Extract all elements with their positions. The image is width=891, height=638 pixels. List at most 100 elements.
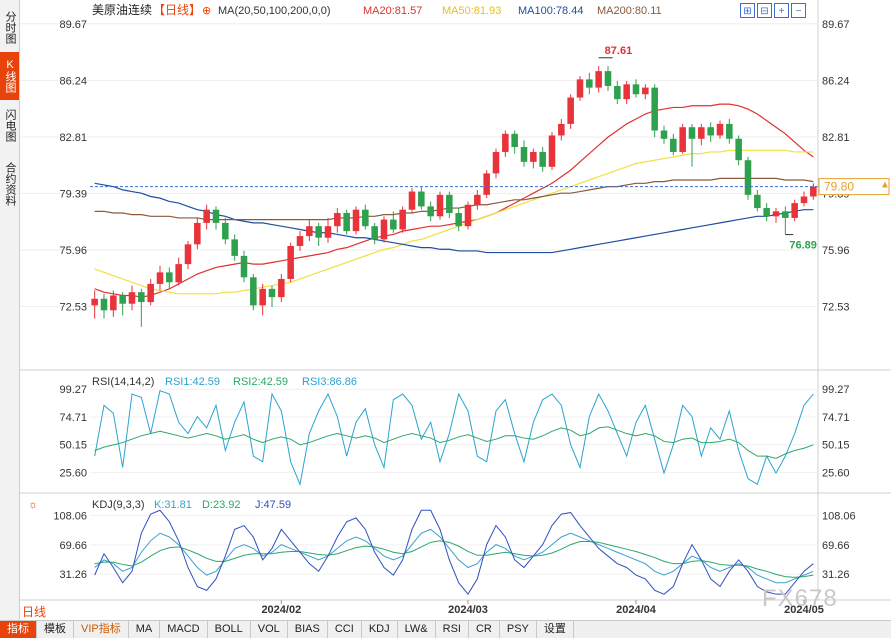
sidebar-tab-contract[interactable]: 合约资料	[4, 162, 16, 206]
candle-body	[735, 138, 742, 161]
candle-body	[558, 123, 565, 136]
bottom-tab-12[interactable]: CR	[469, 621, 500, 638]
watermark: FX678	[762, 585, 838, 612]
bottom-toolbar: 指标 模板 VIP指标 MA MACD BOLL VOL BIAS CCI KDJ LW& RSI CR…	[0, 620, 891, 638]
candle-body	[203, 209, 210, 223]
candle-body	[791, 203, 798, 218]
candle-body	[492, 151, 500, 174]
zoom-in-icon[interactable]: +	[774, 3, 789, 18]
candle-body	[222, 222, 229, 240]
candle-body	[231, 239, 238, 256]
candle-body	[138, 292, 145, 303]
header-period: 【日线】	[153, 3, 201, 17]
candle-body	[427, 206, 434, 217]
bottom-tab-2[interactable]: VIP指标	[74, 621, 129, 638]
candle-body	[530, 151, 537, 162]
candle-body	[632, 84, 640, 95]
ma-line-ma50	[94, 149, 814, 295]
chart-background	[20, 0, 891, 620]
candle-body	[576, 79, 584, 98]
bottom-tab-7[interactable]: BIAS	[288, 621, 328, 638]
candle-body	[371, 226, 378, 240]
candle-body	[315, 226, 322, 238]
candle-body	[390, 219, 397, 230]
bottom-tab-8[interactable]: CCI	[328, 621, 362, 638]
candle-body	[474, 194, 481, 205]
rsi2-value: RSI2:42.59	[233, 376, 288, 388]
candle-body	[194, 222, 201, 245]
price-tick-left: 75.96	[59, 245, 87, 257]
kdj-settings-icon: ☼	[28, 499, 38, 511]
rsi1-value: RSI1:42.59	[165, 376, 220, 388]
price-tick-right: 72.53	[822, 302, 850, 314]
bottom-tab-10[interactable]: LW&	[398, 621, 436, 638]
candle-body	[306, 226, 313, 237]
kdj-params: KDJ(9,3,3)	[92, 499, 145, 511]
rsi-tick-right: 25.60	[822, 467, 850, 479]
candle-body	[343, 212, 350, 232]
low-label: 76.89	[789, 240, 817, 252]
price-tick-left: 86.24	[59, 75, 87, 87]
rsi-tick-left: 99.27	[59, 384, 87, 396]
x-tick-label: 2024/04	[616, 604, 657, 616]
rsi-tick-left: 50.15	[59, 440, 87, 452]
sidebar-tab-flash[interactable]: 闪电图	[4, 108, 16, 142]
price-tick-right: 75.96	[822, 245, 850, 257]
candle-body	[660, 130, 668, 139]
candle-body	[670, 138, 677, 152]
candle-body	[250, 277, 257, 306]
candle-body	[296, 236, 304, 246]
candle-body	[91, 298, 98, 306]
bottom-tab-1[interactable]: 模板	[37, 621, 74, 638]
bottom-tab-3[interactable]: MA	[129, 621, 161, 638]
bottom-tab-11[interactable]: RSI	[436, 621, 469, 638]
ma20-value: MA20:81.57	[363, 5, 422, 17]
bottom-tab-13[interactable]: PSY	[500, 621, 537, 638]
shrink-icon[interactable]: ⊟	[757, 3, 772, 18]
candle-body	[800, 196, 808, 204]
bottom-tab-6[interactable]: VOL	[251, 621, 288, 638]
kdj-k-value: K:31.81	[154, 499, 192, 511]
zoom-out-icon[interactable]: −	[791, 3, 806, 18]
rsi-tick-right: 74.71	[822, 412, 850, 424]
candle-body	[464, 204, 472, 227]
bottom-tab-4[interactable]: MACD	[160, 621, 208, 638]
rsi-params: RSI(14,14,2)	[92, 376, 154, 388]
kline-chart[interactable]: 89.6789.6786.2486.2482.8182.8179.3979.39…	[0, 0, 891, 620]
candle-body	[726, 123, 733, 139]
candle-body	[744, 160, 752, 195]
sidebar: 分时图 K线图 闪电图 合约资料	[0, 0, 20, 620]
sidebar-tab-kline[interactable]: K线图	[0, 52, 19, 100]
candle-body	[567, 97, 574, 124]
bottom-tab-9[interactable]: KDJ	[362, 621, 398, 638]
kdj-tick-left: 108.06	[53, 511, 87, 523]
bottom-tab-5[interactable]: BOLL	[208, 621, 251, 638]
price-tick-right: 86.24	[822, 75, 850, 87]
rsi-tick-left: 74.71	[59, 412, 87, 424]
candle-body	[184, 244, 192, 265]
candle-body	[539, 151, 546, 167]
high-label: 87.61	[605, 45, 633, 57]
kdj-d-value: D:23.92	[202, 499, 241, 511]
toolbar-icons: ⊞ ⊟ + −	[740, 3, 806, 18]
x-tick-label: 2024/03	[448, 604, 488, 616]
sidebar-tab-timeline[interactable]: 分时图	[4, 10, 16, 44]
price-tick-right: 89.67	[822, 19, 850, 31]
expand-icon[interactable]: ⊞	[740, 3, 755, 18]
candle-body	[446, 194, 453, 213]
kdj-tick-left: 31.26	[59, 569, 87, 581]
current-price-label: 79.80	[824, 180, 854, 194]
bottom-tab-14[interactable]: 设置	[537, 621, 574, 638]
bottom-tab-0[interactable]: 指标	[0, 621, 37, 638]
candle-body	[380, 219, 388, 240]
candle-body	[455, 212, 462, 227]
candle-body	[763, 208, 770, 217]
ma-parameters: MA(20,50,100,200,0,0)	[218, 5, 331, 17]
candle-body	[147, 283, 154, 303]
kdj-tick-right: 31.26	[822, 569, 850, 581]
candle-body	[287, 245, 294, 279]
candle-body	[128, 292, 136, 304]
candle-body	[623, 84, 630, 100]
period-label[interactable]: 日线	[22, 605, 47, 619]
candle-body	[511, 133, 518, 148]
